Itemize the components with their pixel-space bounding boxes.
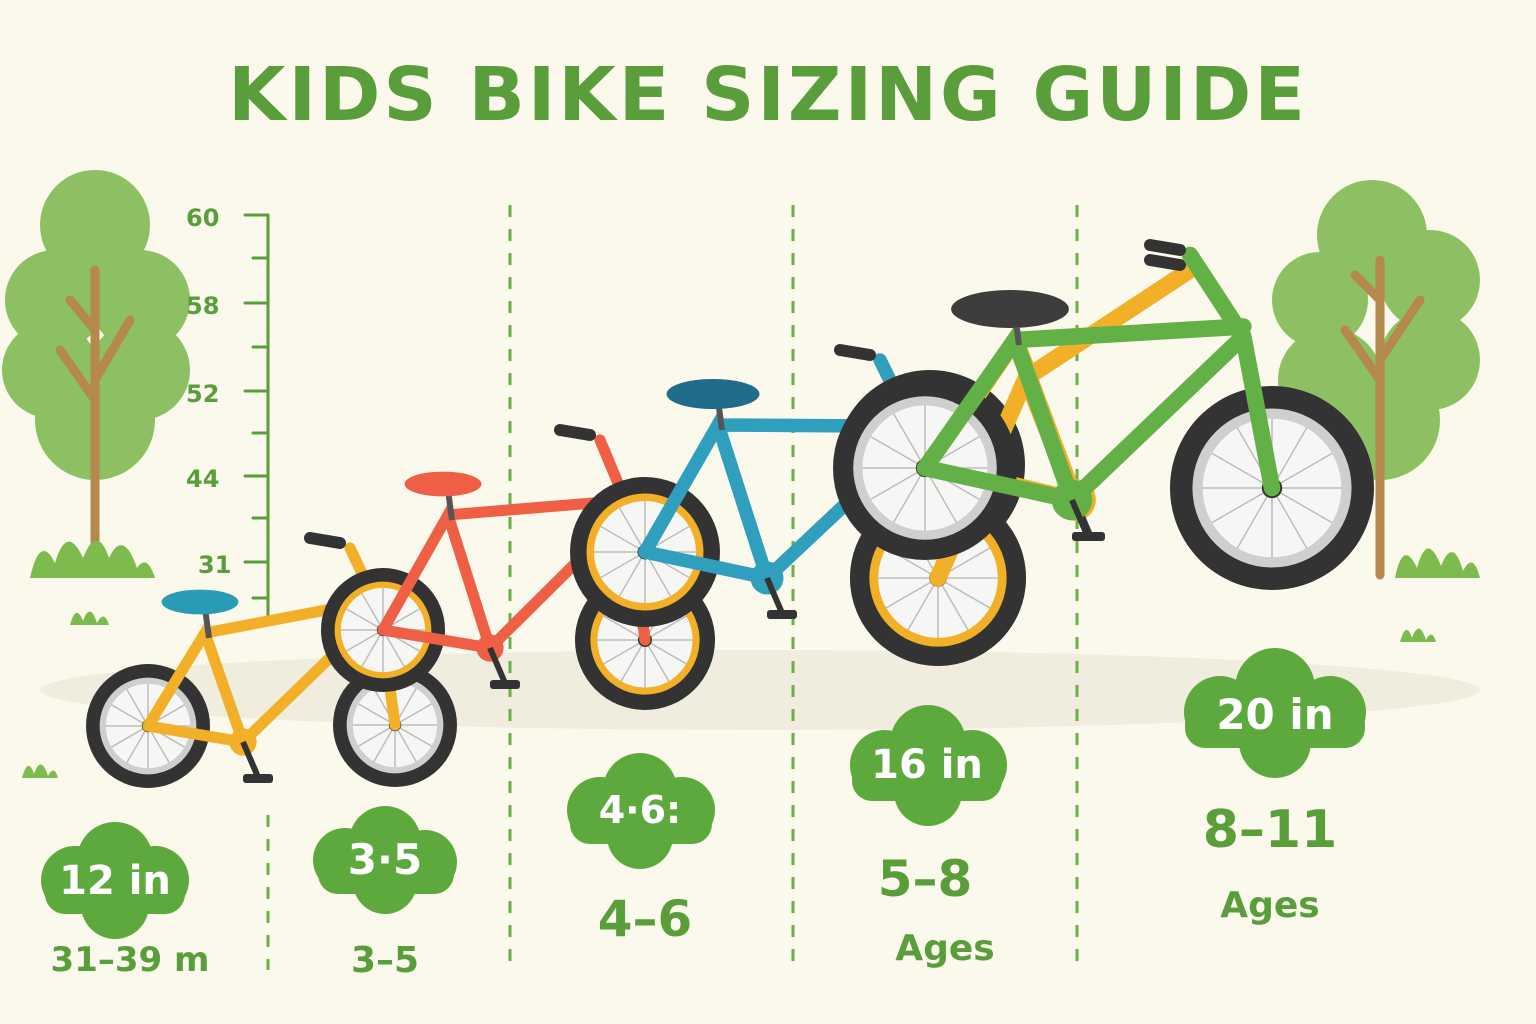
size-badge-16in: 16 in	[871, 742, 983, 788]
age-range-label: 8–11	[1202, 800, 1338, 860]
bike-lineup	[86, 239, 1374, 788]
grass-tuft-icon	[70, 611, 109, 625]
bike-20in-green-icon	[833, 239, 1374, 590]
height-tick-label: 58	[186, 292, 220, 320]
height-tick-label: 31	[198, 551, 232, 579]
ages-caption: Ages	[1220, 885, 1320, 926]
size-badge-clouds	[41, 648, 1366, 939]
size-badge-4-6: 4·6:	[598, 788, 682, 832]
grass-tuft-icon	[1400, 628, 1436, 642]
height-scale-ruler	[243, 213, 270, 627]
bike-12in-icon	[86, 532, 457, 788]
tree-right-icon	[1272, 180, 1480, 580]
height-tick-label: 44	[186, 465, 220, 493]
badge-cloud-2	[313, 806, 457, 914]
size-badge-12in: 12 in	[59, 858, 171, 904]
page-title: KIDS BIKE SIZING GUIDE	[228, 52, 1308, 138]
size-badge-20in: 20 in	[1216, 690, 1334, 739]
badge-cloud-5	[1184, 648, 1366, 778]
size-badge-3-5: 3·5	[347, 835, 423, 884]
badge-cloud-3	[567, 753, 715, 869]
badge-cloud-1	[41, 822, 189, 939]
ages-caption: Ages	[895, 928, 995, 969]
age-range-label: 5–8	[877, 850, 973, 908]
age-range-label: 3–5	[350, 940, 420, 981]
badge-cloud-4	[850, 705, 1007, 826]
size-range-label: 31–39 m	[50, 940, 210, 980]
height-tick-label: 52	[186, 380, 220, 408]
tree-left-icon	[2, 170, 190, 578]
height-tick-label: 60	[186, 204, 220, 232]
age-range-label: 4–6	[597, 890, 693, 948]
grass-tuft-icon	[22, 764, 58, 778]
